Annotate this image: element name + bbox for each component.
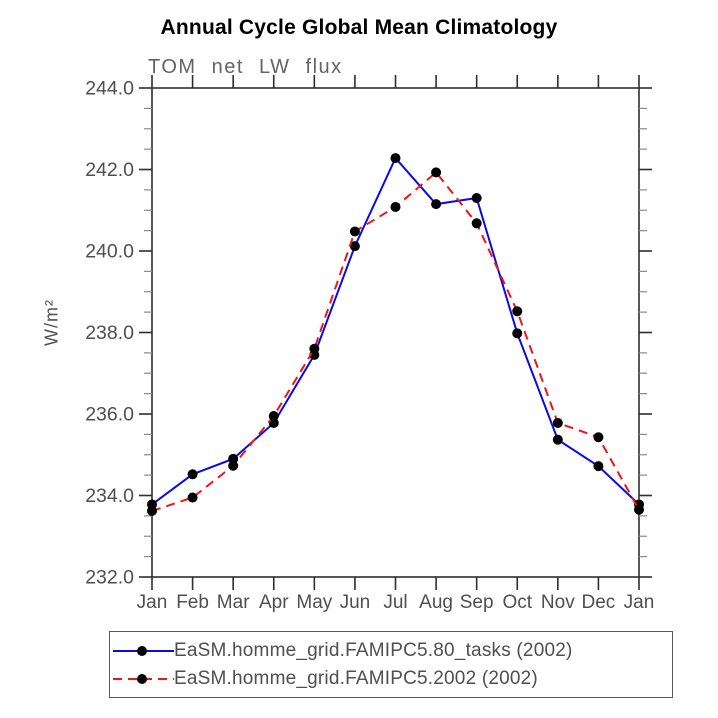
legend-entry-solid: EaSM.homme_grid.FAMIPC5.80_tasks (2002): [110, 637, 672, 665]
data-point: [552, 417, 563, 428]
data-point: [431, 199, 442, 210]
x-tick-label: Jun: [340, 592, 371, 613]
x-tick-label: Aug: [419, 592, 453, 613]
chart-title: Annual Cycle Global Mean Climatology: [160, 16, 558, 39]
x-tick-label: Sep: [460, 592, 494, 613]
chart-subtitle: TOM net LW flux: [148, 56, 343, 78]
x-tick-label: Jan: [137, 592, 168, 613]
y-tick-label: 242.0: [85, 159, 134, 181]
data-point: [471, 218, 482, 229]
data-point: [593, 432, 604, 443]
x-tick-label: Mar: [217, 592, 250, 613]
x-tick-label: Jan: [624, 592, 655, 613]
x-tick-label: Jul: [383, 592, 407, 613]
legend-sample-marker: [137, 645, 147, 656]
data-point: [309, 343, 320, 354]
data-point: [431, 167, 442, 178]
x-tick-label: Oct: [502, 592, 532, 613]
legend-box: EaSM.homme_grid.FAMIPC5.80_tasks (2002) …: [109, 631, 673, 698]
y-tick-label: 236.0: [85, 404, 134, 426]
y-tick-label: 238.0: [85, 322, 134, 344]
x-tick-label: Nov: [541, 592, 575, 613]
y-tick-label: 232.0: [85, 567, 134, 589]
data-point: [593, 461, 604, 472]
legend-label: EaSM.homme_grid.FAMIPC5.2002 (2002): [174, 667, 538, 689]
data-point: [552, 434, 563, 445]
series-line-dashed: [151, 170, 640, 512]
x-tick-label: Dec: [582, 592, 616, 613]
legend-line-solid-icon: [113, 645, 174, 656]
data-point: [634, 504, 644, 515]
data-point: [512, 328, 523, 339]
data-point: [187, 492, 198, 503]
data-point: [471, 193, 482, 204]
data-point: [228, 460, 239, 471]
y-tick-label: 240.0: [85, 241, 134, 263]
legend-label: EaSM.homme_grid.FAMIPC5.80_tasks (2002): [174, 639, 573, 661]
data-point: [228, 453, 239, 464]
data-point: [187, 469, 198, 480]
data-point: [512, 306, 523, 317]
legend-entry-dashed: EaSM.homme_grid.FAMIPC5.2002 (2002): [110, 665, 672, 693]
x-tick-label: Apr: [259, 592, 289, 613]
legend-line-dashed-icon: [113, 673, 174, 684]
x-tick-label: May: [296, 592, 332, 613]
y-tick-label: 234.0: [85, 485, 134, 507]
x-tick-label: Feb: [176, 592, 209, 613]
y-tick-label: 244.0: [85, 78, 134, 100]
data-point: [390, 201, 401, 212]
data-point: [349, 226, 360, 237]
data-point: [349, 241, 360, 252]
data-point: [390, 153, 401, 164]
legend-sample-marker: [137, 673, 147, 684]
data-point: [147, 505, 157, 516]
data-point: [268, 411, 279, 422]
